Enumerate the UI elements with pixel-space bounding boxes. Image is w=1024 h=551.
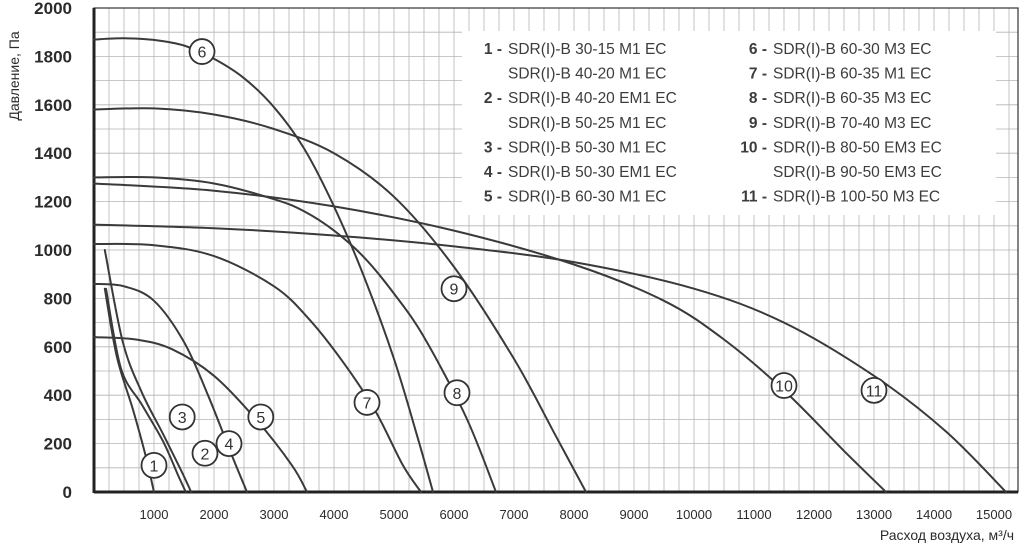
y-tick-label: 1000 [34, 241, 72, 260]
legend-number: 2 - [484, 90, 502, 107]
curve-marker-label: 5 [256, 410, 265, 427]
curve-5 [93, 336, 308, 493]
legend-entry: SDR(I)-B 100-50 M3 EC [773, 189, 940, 206]
curve-marker-circle [443, 379, 471, 407]
legend-entry: SDR(I)-B 80-50 EM3 EC [773, 139, 942, 156]
curve-marker-label: 11 [866, 383, 883, 400]
legend-number: 9 - [749, 115, 767, 132]
curve-marker-circle [353, 389, 381, 416]
legend-entry: SDR(I)-B 40-20 M1 EC [508, 66, 666, 83]
curve-6 [93, 37, 434, 493]
legend-entry: SDR(I)-B 70-40 M3 EC [773, 115, 931, 132]
y-tick-label: 2000 [34, 0, 72, 18]
x-tick-label: 10000 [676, 507, 712, 522]
legend-entry: SDR(I)-B 30-15 M1 EC [508, 41, 666, 58]
legend-number: 5 - [484, 189, 502, 206]
legend-entry: SDR(I)-B 40-20 EM1 EC [508, 90, 677, 107]
curve-marker-label: 4 [225, 437, 234, 454]
legend-entry: SDR(I)-B 60-35 M1 EC [773, 66, 931, 83]
x-tick-label: 9000 [620, 507, 649, 522]
curve-marker-label: 7 [363, 395, 372, 412]
y-tick-label: 600 [44, 338, 72, 357]
curve-marker-circle [770, 372, 798, 399]
curve-7 [93, 242, 422, 493]
y-tick-label: 1400 [34, 144, 72, 163]
curve-marker-circle [247, 403, 275, 431]
x-tick-label: 11000 [736, 507, 771, 522]
curve-marker-label: 9 [450, 282, 459, 299]
legend-background [462, 31, 996, 215]
curve-marker-label: 3 [178, 410, 187, 427]
legend-number: 6 - [749, 41, 767, 58]
curve-marker-circle [440, 275, 468, 303]
y-tick-label: 200 [44, 435, 72, 454]
y-axis-label: Давление, Па [6, 31, 22, 121]
curve-marker-circle [860, 376, 888, 404]
legend-entry: SDR(I)-B 60-30 M3 EC [773, 41, 931, 58]
legend-entry: SDR(I)-B 50-30 M1 EC [508, 139, 666, 156]
x-axis-label: Расход воздуха, м³/ч [880, 527, 1014, 543]
curve-marker-label: 2 [201, 446, 210, 463]
curve-marker-label: 6 [198, 45, 207, 62]
x-tick-label: 5000 [380, 507, 409, 522]
x-tick-label: 15000 [976, 507, 1012, 522]
y-tick-label: 1600 [34, 96, 72, 115]
legend-number: 10 - [740, 139, 767, 156]
legend-entry: SDR(I)-B 60-35 M3 EC [773, 90, 931, 107]
x-tick-label: 7000 [500, 507, 529, 522]
legend-number: 8 - [749, 90, 767, 107]
x-tick-label: 3000 [260, 507, 289, 522]
y-tick-label: 1800 [34, 47, 72, 66]
curve-3 [103, 249, 193, 493]
legend-number: 4 - [484, 164, 502, 181]
x-tick-label: 4000 [320, 507, 349, 522]
curve-marker-circle [140, 451, 168, 479]
curve-marker-circle [188, 38, 216, 65]
curve-marker-label: 8 [453, 386, 462, 403]
curve-markers: 1 2 3 4 5 6 7 8 9 10 11 [140, 38, 888, 479]
legend-entry: SDR(I)-B 50-25 M1 EC [508, 115, 666, 132]
x-tick-label: 8000 [560, 507, 589, 522]
legend-entry: SDR(I)-B 60-30 M1 EC [508, 189, 666, 206]
curve-marker-circle [191, 439, 219, 467]
axis-ticks: 0 200 400 600 800 1000 1200 1400 1600 1800 2000 100… [34, 0, 1012, 522]
curve-marker-circle [215, 430, 243, 458]
y-tick-label: 1200 [34, 193, 72, 212]
x-tick-label: 12000 [796, 507, 832, 522]
curve-9 [93, 107, 587, 493]
curve-marker-label: 10 [775, 379, 793, 396]
curve-8 [93, 175, 497, 493]
x-tick-label: 13000 [856, 507, 892, 522]
legend-number: 7 - [749, 66, 767, 83]
legend-number: 3 - [484, 139, 502, 156]
curves [93, 37, 1007, 493]
x-tick-label: 2000 [200, 507, 229, 522]
legend-number: 1 - [484, 41, 502, 58]
x-tick-label: 1000 [140, 507, 169, 522]
legend-entry: SDR(I)-B 50-30 EM1 EC [508, 164, 677, 181]
legend: 1 - SDR(I)-B 30-15 M1 EC SDR(I)-B 40-20 M1… [484, 41, 942, 206]
y-tick-label: 800 [44, 289, 72, 308]
x-tick-label: 6000 [440, 507, 469, 522]
legend-entry: SDR(I)-B 90-50 EM3 EC [773, 164, 942, 181]
curve-marker-label: 1 [150, 458, 159, 475]
curve-marker-circle [168, 403, 196, 431]
curve-2 [105, 287, 187, 493]
curve-11 [93, 223, 1007, 493]
x-tick-label: 14000 [916, 507, 952, 522]
curve-10 [93, 182, 887, 493]
y-tick-label: 400 [44, 386, 72, 405]
legend-number: 11 - [741, 189, 767, 206]
y-tick-label: 0 [63, 483, 72, 502]
